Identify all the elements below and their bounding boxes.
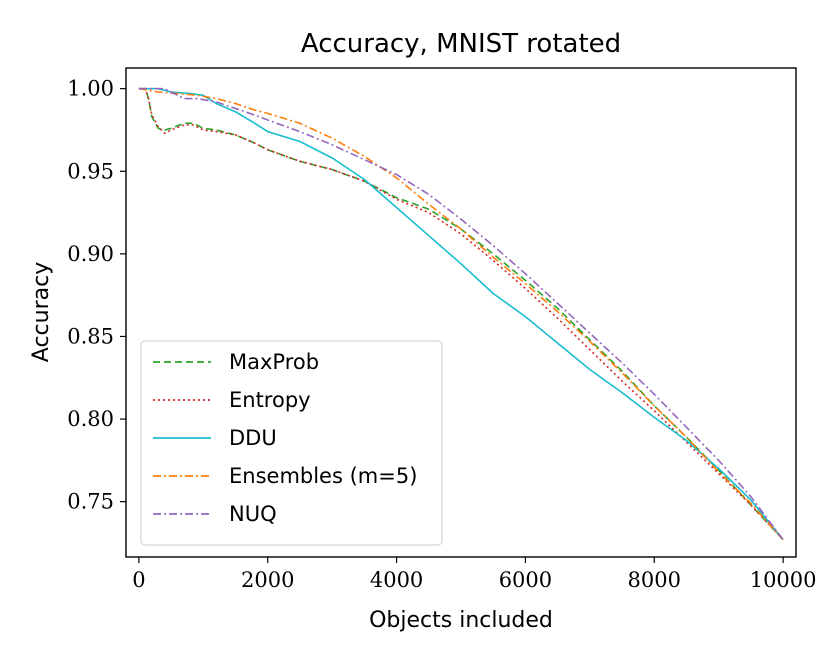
y-tick-label: 0.90	[67, 242, 114, 266]
y-axis: 0.75 0.80 0.85 0.90 0.95 1.00	[67, 77, 126, 514]
x-axis-label: Objects included	[369, 608, 553, 633]
series-line-ensembles-m-5	[138, 87, 784, 541]
y-tick-label: 0.80	[67, 407, 114, 431]
series-line-entropy	[138, 87, 784, 541]
legend-label: DDU	[229, 426, 277, 450]
legend: MaxProb Entropy DDU Ensembles (m=5) NUQ	[140, 340, 443, 546]
legend-label: Entropy	[229, 388, 311, 412]
x-axis: 0 2000 4000 6000 8000 10000	[132, 557, 817, 592]
plot-frame	[125, 67, 797, 558]
y-tick-label: 0.95	[67, 159, 114, 183]
x-tick-label: 10000	[750, 568, 817, 592]
series-line-nuq	[138, 87, 784, 541]
x-tick-label: 4000	[370, 568, 423, 592]
legend-label: Ensembles (m=5)	[229, 464, 417, 488]
x-tick-label: 2000	[241, 568, 294, 592]
x-tick-label: 6000	[499, 568, 552, 592]
legend-label: NUQ	[229, 502, 277, 526]
series-layer	[138, 87, 784, 541]
y-tick-label: 0.85	[67, 324, 114, 348]
series-line-ddu	[138, 87, 784, 541]
y-tick-label: 0.75	[67, 490, 114, 514]
chart-title: Accuracy, MNIST rotated	[301, 29, 621, 59]
y-axis-label: Accuracy	[29, 262, 54, 362]
x-tick-label: 8000	[628, 568, 681, 592]
x-tick-label: 0	[132, 568, 145, 592]
legend-frame	[140, 340, 443, 546]
y-tick-label: 1.00	[67, 77, 114, 101]
legend-label: MaxProb	[229, 350, 319, 374]
